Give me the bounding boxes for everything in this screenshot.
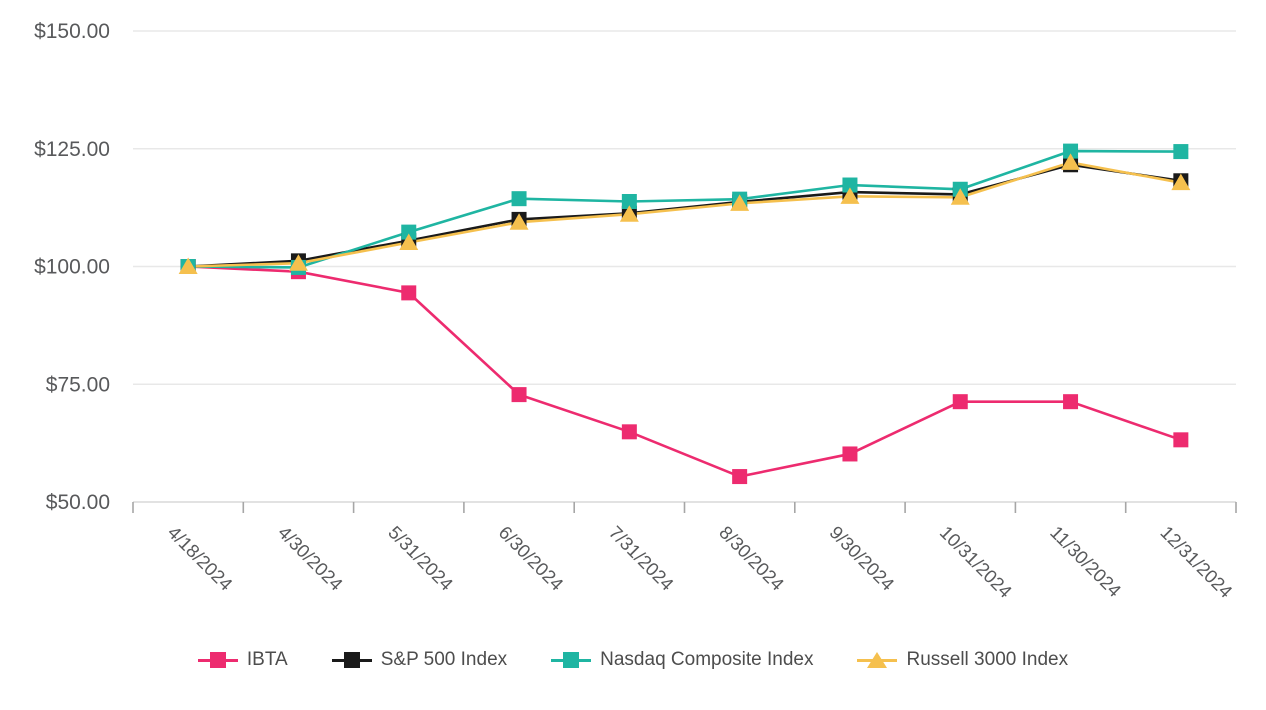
data-point-nasdaq-composite-index[interactable] — [842, 177, 858, 193]
legend-item-russell-3000-index[interactable]: Russell 3000 Index — [857, 649, 1068, 671]
series-line-s-p-500-index — [188, 163, 1182, 268]
data-point-russell-3000-index[interactable] — [840, 187, 860, 204]
legend-label: Russell 3000 Index — [906, 649, 1069, 670]
series-line-nasdaq-composite-index — [188, 149, 1181, 269]
data-point-ibta[interactable] — [952, 394, 968, 410]
data-point-ibta[interactable] — [401, 285, 417, 301]
data-point-russell-3000-index[interactable] — [730, 194, 750, 211]
y-axis-tick-label: $150.00 — [34, 20, 110, 43]
y-axis-tick-label: $75.00 — [46, 373, 110, 396]
y-axis-tick-label: $50.00 — [46, 491, 110, 514]
data-point-nasdaq-composite-index[interactable] — [621, 194, 637, 210]
legend-item-s-p-500-index[interactable]: S&P 500 Index — [331, 649, 508, 671]
x-axis-tick-label: 12/31/2024 — [1156, 522, 1236, 602]
data-point-nasdaq-composite-index[interactable] — [511, 191, 527, 207]
legend-label: S&P 500 Index — [380, 649, 508, 670]
data-point-nasdaq-composite-index[interactable] — [401, 224, 417, 240]
data-point-nasdaq-composite-index[interactable] — [1063, 143, 1079, 159]
x-axis-tick-label: 11/30/2024 — [1046, 522, 1125, 601]
data-point-ibta[interactable] — [1063, 394, 1079, 410]
data-point-russell-3000-index[interactable] — [509, 213, 529, 230]
legend-item-nasdaq-composite-index[interactable]: Nasdaq Composite Index — [551, 649, 813, 671]
legend-marker-ibta-icon — [197, 651, 238, 669]
data-point-russell-3000-index[interactable] — [1171, 173, 1191, 191]
legend-marker-shape — [563, 652, 580, 668]
y-axis-tick-label: $100.00 — [34, 256, 110, 279]
x-axis-tick-label: 4/18/2024 — [164, 522, 237, 595]
series-line-ibta — [188, 265, 1182, 478]
data-point-russell-3000-index[interactable] — [1061, 153, 1081, 170]
data-point-russell-3000-index[interactable] — [619, 205, 639, 222]
legend-marker-shape — [867, 652, 888, 668]
data-point-nasdaq-composite-index[interactable] — [1173, 144, 1189, 160]
x-axis-tick-label: 10/31/2024 — [936, 522, 1016, 602]
legend-marker-nasdaq-composite-index-icon — [551, 651, 592, 669]
legend-item-ibta[interactable]: IBTA — [197, 649, 288, 671]
chart-legend: IBTA S&P 500 Index Nasdaq Composite Index R… — [0, 636, 1266, 684]
x-axis-tick-label: 7/31/2024 — [605, 522, 678, 595]
x-axis-tick-label: 8/30/2024 — [715, 522, 788, 595]
data-point-russell-3000-index[interactable] — [950, 188, 970, 205]
data-point-ibta[interactable] — [732, 469, 748, 485]
y-axis-tick-label: $125.00 — [34, 138, 110, 161]
legend-label: IBTA — [246, 649, 288, 670]
data-point-ibta[interactable] — [511, 387, 527, 403]
x-axis-tick-label: 5/31/2024 — [384, 522, 457, 595]
data-point-ibta[interactable] — [842, 446, 858, 462]
data-point-russell-3000-index[interactable] — [399, 233, 419, 250]
data-point-russell-3000-index[interactable] — [178, 257, 198, 275]
x-axis-tick-label: 9/30/2024 — [826, 522, 899, 595]
x-axis-tick-label: 6/30/2024 — [495, 522, 568, 595]
data-point-ibta[interactable] — [1173, 432, 1189, 448]
x-axis-tick-label: 4/30/2024 — [274, 522, 347, 595]
legend-marker-shape — [209, 652, 226, 668]
legend-marker-s-p-500-index-icon — [331, 651, 372, 669]
legend-label: Nasdaq Composite Index — [600, 649, 814, 670]
data-point-russell-3000-index[interactable] — [288, 254, 308, 271]
legend-marker-shape — [343, 652, 360, 668]
series-line-russell-3000-index — [188, 161, 1182, 268]
data-point-ibta[interactable] — [621, 424, 637, 440]
legend-marker-russell-3000-index-icon — [857, 651, 898, 669]
